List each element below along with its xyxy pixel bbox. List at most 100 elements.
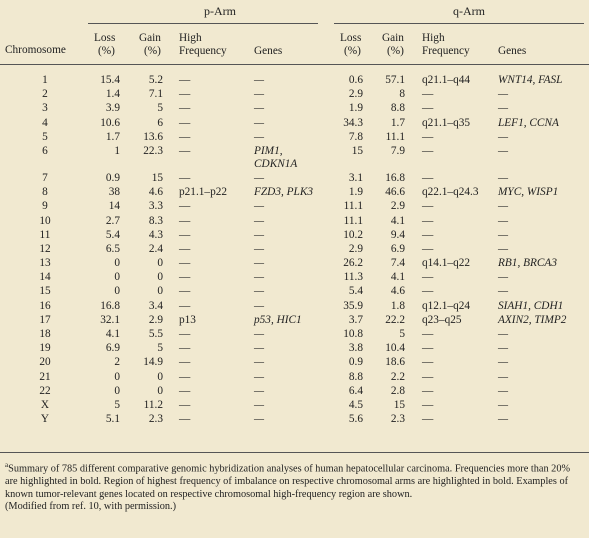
table-row: 12 6.5 2.4 — — 2.9 6.9 — —: [0, 243, 589, 257]
cell-q-high: q21.1–q44: [422, 74, 471, 86]
cell-q-loss: 8.8: [348, 370, 363, 383]
cell-p-high: —: [179, 228, 191, 241]
cell-q-gain: 7.9: [390, 144, 405, 157]
cell-p-genes: —: [254, 214, 265, 227]
cell-q-high: —: [422, 200, 434, 213]
cell-p-genes: —: [254, 342, 265, 355]
p-genes-header: Genes: [254, 45, 283, 57]
cell-chromosome: 7: [42, 171, 48, 184]
cell-p-gain: 3.3: [148, 200, 163, 213]
cell-p-genes: —: [254, 328, 265, 340]
table-row: 11 5.4 4.3 — — 10.2 9.4 — —: [0, 229, 589, 243]
cell-q-gain: 16.8: [385, 171, 405, 184]
cell-q-high: —: [422, 228, 434, 241]
cell-p-gain: 11.2: [143, 398, 163, 411]
cell-q-loss: 6.4: [348, 384, 363, 397]
cell-q-genes: —: [498, 342, 509, 355]
cell-chromosome: 11: [39, 228, 51, 241]
cell-q-genes: —: [498, 130, 509, 143]
cell-p-gain: 5.5: [148, 328, 163, 340]
table-row: 17 32.1 2.9 p13 p53, HIC1 3.7 22.2 q23–q25 AXIN2…: [0, 314, 589, 328]
cell-q-high: —: [422, 413, 434, 426]
cell-p-genes: —: [254, 285, 265, 298]
cell-p-loss: 6.5: [105, 242, 120, 255]
cell-q-loss: 11.1: [343, 214, 363, 227]
cell-p-high: —: [179, 102, 191, 115]
q-arm-title: q-Arm: [453, 4, 485, 18]
cell-p-high: —: [179, 200, 191, 213]
cell-p-loss: 5.4: [105, 228, 120, 241]
cell-q-high: —: [422, 144, 434, 157]
table-body: 1 15.4 5.2— —0.6 57.1 q21.1–q44 WNT14, FASL 2 1.…: [0, 74, 589, 427]
cell-p-genes: —: [254, 228, 265, 241]
cell-p-gain: 0: [157, 384, 163, 397]
cell-q-gain: 2.8: [390, 384, 405, 397]
cell-q-gain: 4.6: [390, 285, 405, 298]
p-arm-title: p-Arm: [204, 4, 236, 18]
cell-chromosome: 22: [39, 384, 51, 397]
cell-chromosome: 9: [42, 200, 48, 213]
cell-p-loss: 6.9: [105, 342, 120, 355]
p-loss-unit: (%): [98, 45, 115, 57]
cell-chromosome: 20: [39, 356, 51, 369]
cell-q-gain: 2.2: [390, 370, 405, 383]
cell-q-genes: —: [498, 144, 509, 157]
cell-p-high: —: [179, 257, 191, 270]
cell-chromosome: 18: [39, 328, 51, 340]
cell-chromosome: 6: [42, 144, 48, 157]
cell-q-loss: 2.9: [348, 242, 363, 255]
cell-q-loss: 10.2: [343, 228, 363, 241]
cell-q-loss: 4.5: [348, 398, 363, 411]
cell-q-loss: 7.8: [348, 130, 363, 143]
cell-p-loss: 15.4: [100, 74, 120, 86]
cell-q-genes: —: [498, 242, 509, 255]
cell-q-high: q22.1–q24.3: [422, 186, 479, 199]
cell-q-genes: —: [498, 228, 509, 241]
cell-p-high: —: [179, 88, 191, 101]
cell-q-gain: 11.1: [385, 130, 405, 143]
cell-q-gain: 2.9: [390, 200, 405, 213]
cell-p-high: —: [179, 356, 191, 369]
cell-q-genes: —: [498, 328, 509, 340]
cell-q-loss: 0.6: [348, 74, 363, 86]
q-loss-unit: (%): [344, 45, 361, 57]
cell-p-genes: —: [254, 200, 265, 213]
cell-p-high: —: [179, 398, 191, 411]
cell-q-loss: 3.1: [348, 171, 363, 184]
cell-q-gain: 6.9: [390, 242, 405, 255]
cell-p-loss: 0: [114, 384, 120, 397]
table-row: 18 4.1 5.5 — — 10.8 5 — —: [0, 328, 589, 342]
cell-p-gain: 3.4: [148, 299, 163, 312]
cell-p-genes: —: [254, 88, 265, 101]
cell-p-high: —: [179, 342, 191, 355]
cell-q-high: q21.1–q35: [422, 116, 471, 129]
cell-chromosome: 10: [39, 214, 51, 227]
cell-p-loss: 38: [108, 186, 120, 199]
cell-q-genes: LEF1, CCNA: [498, 116, 559, 129]
cell-chromosome: 13: [39, 257, 51, 270]
cell-q-gain: 5: [399, 328, 405, 340]
cell-p-gain: 7.1: [148, 88, 163, 101]
table-row: 20 2 14.9 — — 0.9 18.6 — —: [0, 356, 589, 370]
cell-p-loss: 0: [114, 285, 120, 298]
cell-p-genes: —: [254, 116, 265, 129]
cell-p-gain: 5: [157, 102, 163, 115]
cell-p-gain: 0: [157, 285, 163, 298]
footnote-text: aSummary of 785 different comparative ge…: [5, 459, 583, 501]
table-row: 13 0 0 — — 26.2 7.4 q14.1–q22 RB1, BRCA3: [0, 257, 589, 271]
p-high-header: High: [179, 32, 202, 44]
cell-p-gain: 2.9: [148, 313, 163, 326]
cell-q-genes: —: [498, 214, 509, 227]
cell-q-high: —: [422, 370, 434, 383]
table-row: 15 0 0 — — 5.4 4.6 — —: [0, 285, 589, 299]
cell-q-gain: 15: [393, 398, 405, 411]
cell-p-gain: 6: [157, 116, 163, 129]
cell-q-genes: —: [498, 171, 509, 184]
cell-p-gain: 22.3: [143, 144, 163, 157]
cell-p-high: —: [179, 74, 191, 86]
cell-q-gain: 8: [399, 88, 405, 101]
q-loss-header: Loss: [340, 32, 362, 44]
cell-q-loss: 11.1: [343, 200, 363, 213]
cell-q-high: q23–q25: [422, 313, 462, 326]
